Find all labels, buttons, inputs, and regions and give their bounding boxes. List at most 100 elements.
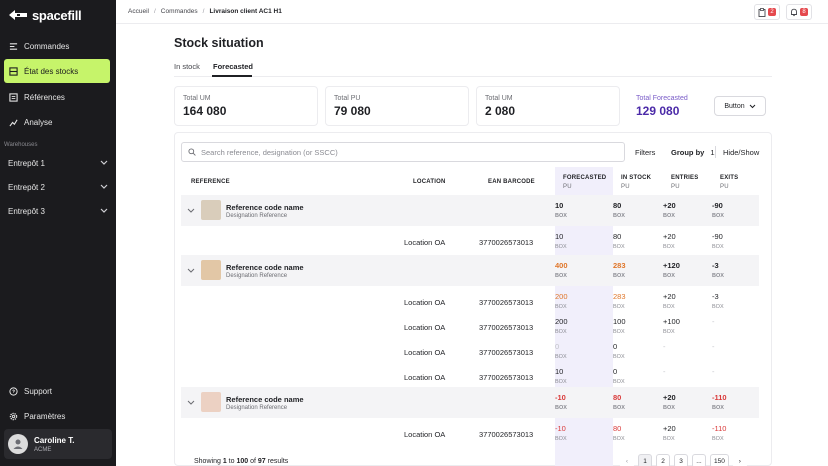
sidebar-item-label: État des stocks	[24, 66, 79, 76]
next-page-button[interactable]: ›	[732, 454, 747, 466]
unit: BOX	[663, 244, 675, 250]
breadcrumb-item-commandes[interactable]: Commandes	[160, 8, 198, 15]
chevron-down-icon[interactable]	[187, 268, 195, 274]
breadcrumb-item-current: Livraison client AC1 H1	[209, 8, 282, 15]
location: Location OA	[404, 430, 446, 439]
cell-exits: -90 BOX	[712, 232, 724, 250]
value: 0	[613, 367, 618, 376]
reference-designation: Designation Reference	[226, 405, 288, 411]
table-row[interactable]: Location OA 3770026573013 200 BOX 283 BOX …	[181, 286, 759, 317]
column-header-label: IN STOCK	[621, 175, 652, 181]
column-header-unit: PU	[563, 184, 572, 190]
breadcrumb-item-home[interactable]: Accueil	[128, 8, 149, 15]
warehouse-label: Entrepôt 1	[8, 158, 45, 168]
cell-in-stock: 0 BOX	[613, 367, 625, 385]
value: 400	[555, 261, 568, 270]
user-menu[interactable]: Caroline T. ACME	[4, 429, 112, 459]
value: 283	[613, 261, 626, 270]
table-row-group[interactable]: Reference code name Designation Referenc…	[181, 195, 759, 226]
cell-in-stock: 80 BOX	[613, 201, 625, 219]
app-name: spacefill	[32, 7, 82, 23]
page-button-last[interactable]: 150	[710, 454, 729, 466]
sidebar-item-parametres[interactable]: Paramètres	[4, 405, 110, 427]
sidebar-item-entrepot-2[interactable]: Entrepôt 2	[8, 178, 108, 196]
filters-button[interactable]: Filters	[635, 148, 656, 157]
page-button-2[interactable]: 2	[656, 454, 670, 466]
cell-in-stock: 80 BOX	[613, 393, 625, 411]
cell-forecasted: 200 BOX	[555, 317, 568, 335]
cell-in-stock: 283 BOX	[613, 261, 626, 279]
pagination-controls: ‹ 1 2 3 ... 150 ›	[620, 454, 747, 466]
unit: BOX	[555, 329, 567, 335]
table-row[interactable]: Location OA 3770026573013 10 BOX 80 BOX +2…	[181, 226, 759, 257]
cell-forecasted: 10 BOX	[555, 232, 567, 250]
unit: BOX	[613, 354, 625, 360]
cell-exits: -	[712, 317, 715, 326]
notifications-button[interactable]: 8	[786, 4, 812, 20]
tab-in-stock[interactable]: In stock	[174, 62, 200, 71]
chevron-down-icon[interactable]	[187, 400, 195, 406]
pagination-total: 97	[257, 458, 266, 465]
cell-exits: -3 BOX	[712, 292, 724, 310]
pagination-text: to	[228, 458, 235, 465]
column-header-unit: PU	[720, 184, 729, 190]
value: +20	[663, 201, 676, 210]
stock-table-panel: Filters Group by 1 Hide/Show REFERENCE LO…	[174, 132, 772, 466]
table-row[interactable]: Location OA 3770026573013 200 BOX 100 BOX …	[181, 311, 759, 342]
search-bar[interactable]	[181, 142, 625, 162]
previous-page-button[interactable]: ‹	[620, 454, 634, 466]
column-header-location[interactable]: LOCATION	[413, 179, 446, 185]
cell-entries: +120 BOX	[663, 261, 680, 279]
value: +20	[663, 232, 676, 241]
value: -	[712, 367, 715, 376]
column-header-ean[interactable]: EAN BARCODE	[488, 179, 535, 185]
sidebar-item-label: Paramètres	[24, 411, 66, 421]
cell-in-stock: 80 BOX	[613, 232, 625, 250]
table-row-group[interactable]: Reference code name Designation Referenc…	[181, 387, 759, 418]
chevron-down-icon[interactable]	[187, 208, 195, 214]
cell-exits: -3 BOX	[712, 261, 724, 279]
tab-forecasted[interactable]: Forecasted	[213, 62, 254, 71]
inbox-button[interactable]: 2	[754, 4, 780, 20]
unit: BOX	[663, 329, 675, 335]
sidebar-item-commandes[interactable]: Commandes	[4, 35, 110, 57]
column-header-in-stock[interactable]: IN STOCK PU	[621, 175, 651, 190]
table-row[interactable]: Location OA 3770026573013 10 BOX 0 BOX - -	[181, 361, 759, 392]
sidebar-item-references[interactable]: Références	[4, 86, 110, 108]
hide-show-button[interactable]: Hide/Show	[723, 148, 760, 157]
unit: BOX	[663, 213, 675, 219]
column-header-forecasted[interactable]: FORECASTED PU	[563, 175, 606, 190]
group-by-button[interactable]: Group by 1	[671, 148, 715, 157]
value: 100	[613, 317, 626, 326]
column-header-label: EAN BARCODE	[488, 179, 535, 185]
column-header-exits[interactable]: EXITS PU	[720, 175, 738, 190]
sidebar-item-analyse[interactable]: Analyse	[4, 111, 110, 133]
column-header-reference[interactable]: REFERENCE	[191, 179, 230, 185]
app-logo[interactable]: spacefill	[8, 7, 82, 23]
reference-designation: Designation Reference	[226, 273, 288, 279]
table-row[interactable]: Location OA 3770026573013 0 BOX 0 BOX - -	[181, 336, 759, 367]
summary-value: 164 080	[183, 104, 227, 118]
toolbar-divider	[715, 146, 716, 158]
options-dropdown-button[interactable]: Button	[714, 96, 766, 116]
breadcrumb-separator: /	[153, 8, 156, 15]
page-button-1[interactable]: 1	[638, 454, 652, 466]
column-header-label: LOCATION	[413, 179, 446, 185]
value: +100	[663, 317, 680, 326]
sidebar-item-entrepot-1[interactable]: Entrepôt 1	[8, 154, 108, 172]
sidebar-item-etat-des-stocks[interactable]: État des stocks	[4, 59, 110, 83]
page-button-3[interactable]: 3	[674, 454, 688, 466]
cell-forecasted: -10 BOX	[555, 424, 567, 442]
table-row-group[interactable]: Reference code name Designation Referenc…	[181, 255, 759, 286]
sidebar-item-entrepot-3[interactable]: Entrepôt 3	[8, 202, 108, 220]
summary-value: 129 080	[636, 104, 680, 118]
table-row[interactable]: Location OA 3770026573013 -10 BOX 80 BOX +…	[181, 418, 759, 449]
column-header-label: FORECASTED	[563, 175, 607, 181]
sidebar-item-support[interactable]: Support	[4, 380, 110, 402]
column-header-entries[interactable]: ENTRIES PU	[671, 175, 698, 190]
search-input[interactable]	[201, 147, 601, 157]
unit: BOX	[555, 405, 567, 411]
notifications-badge: 8	[800, 8, 808, 16]
avatar	[8, 434, 28, 454]
search-icon	[188, 148, 196, 156]
